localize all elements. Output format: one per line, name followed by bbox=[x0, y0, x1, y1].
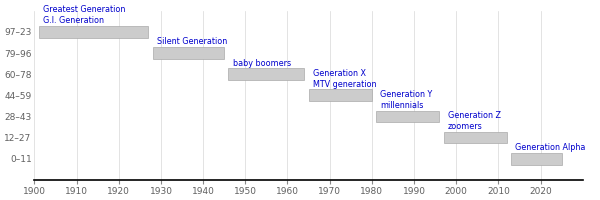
Bar bbox=[308, 89, 372, 101]
Text: Silent Generation: Silent Generation bbox=[157, 37, 227, 46]
Bar bbox=[376, 111, 439, 122]
Bar bbox=[152, 47, 224, 59]
Text: baby boomers: baby boomers bbox=[233, 59, 291, 68]
Text: Generation X
MTV generation: Generation X MTV generation bbox=[313, 69, 376, 89]
Bar bbox=[38, 26, 148, 38]
Text: Generation Y
millennials: Generation Y millennials bbox=[380, 90, 433, 110]
Text: Generation Z
zoomers: Generation Z zoomers bbox=[448, 111, 501, 131]
Bar bbox=[229, 68, 304, 80]
Bar bbox=[443, 132, 507, 143]
Text: Greatest Generation
G.I. Generation: Greatest Generation G.I. Generation bbox=[43, 5, 125, 25]
Bar bbox=[511, 153, 562, 165]
Text: Generation Alpha: Generation Alpha bbox=[515, 143, 586, 152]
